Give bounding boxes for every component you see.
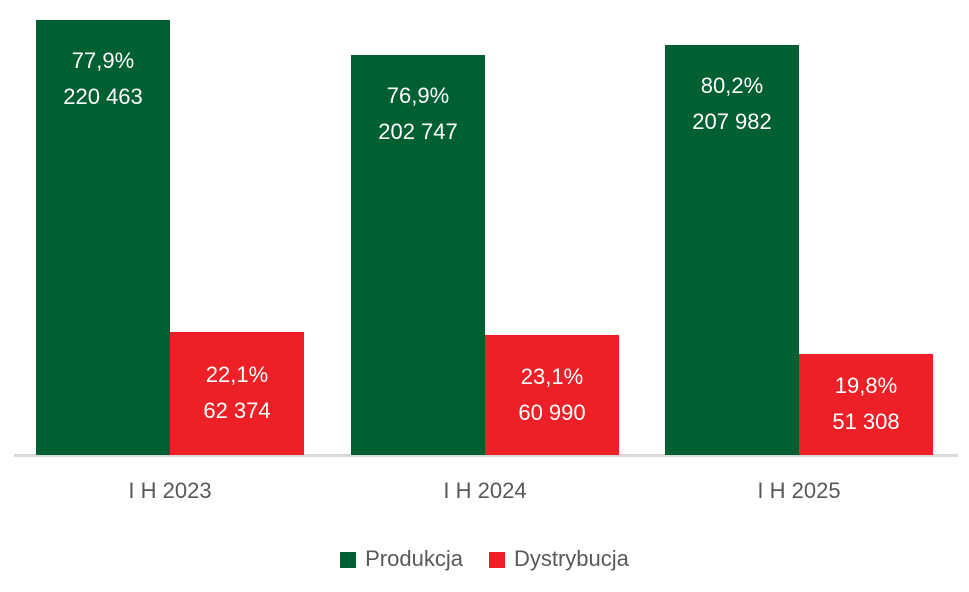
bar-label: 19,8% 51 308 [832,368,899,440]
bar-dystrybucja-i-h-2023: 22,1% 62 374 [170,331,304,455]
bar-dystrybucja-i-h-2025: 19,8% 51 308 [799,353,933,455]
x-axis-label-i-h-2024: I H 2024 [443,478,527,503]
legend-swatch-produkcja-icon [340,552,357,568]
legend: Produkcja Dystrybucja [0,546,969,572]
x-axis-line [14,454,958,457]
bar-pct-label: 19,8% [834,373,898,399]
bar-produkcja-i-h-2024: 76,9% 202 747 [351,54,485,455]
bar-produkcja-i-h-2025: 80,2% 207 982 [665,44,799,455]
legend-item-dystrybucja: Dystrybucja [488,546,629,572]
legend-label-produkcja: Produkcja [365,546,463,571]
x-axis-label-i-h-2025: I H 2025 [757,478,841,503]
bar-dystrybucja-i-h-2024: 23,1% 60 990 [485,334,619,455]
legend-item-produkcja: Produkcja [340,546,463,572]
bar-label: 77,9% 220 463 [63,43,143,115]
bar-value-label: 51 308 [832,409,900,435]
bar-label: 80,2% 207 982 [692,68,772,140]
bar-value-label: 220 463 [63,84,143,109]
x-axis-label-i-h-2023: I H 2023 [128,478,212,503]
bar-pct-label: 80,2% [700,72,764,98]
bar-value-label: 202 747 [378,118,458,144]
bar-pct-label: 77,9% [71,48,135,73]
bar-pct-label: 23,1% [520,363,584,389]
bar-pct-label: 22,1% [205,362,269,388]
bar-value-label: 207 982 [692,108,772,134]
legend-swatch-dystrybucja-icon [488,552,505,568]
bar-label: 22,1% 62 374 [203,357,270,429]
bar-value-label: 62 374 [203,398,271,424]
legend-label-dystrybucja: Dystrybucja [513,546,629,571]
bar-produkcja-i-h-2023: 77,9% 220 463 [36,20,170,455]
bar-label: 23,1% 60 990 [518,359,585,431]
bar-pct-label: 76,9% [386,82,450,108]
bar-label: 76,9% 202 747 [378,78,458,150]
bar-value-label: 60 990 [518,399,586,425]
